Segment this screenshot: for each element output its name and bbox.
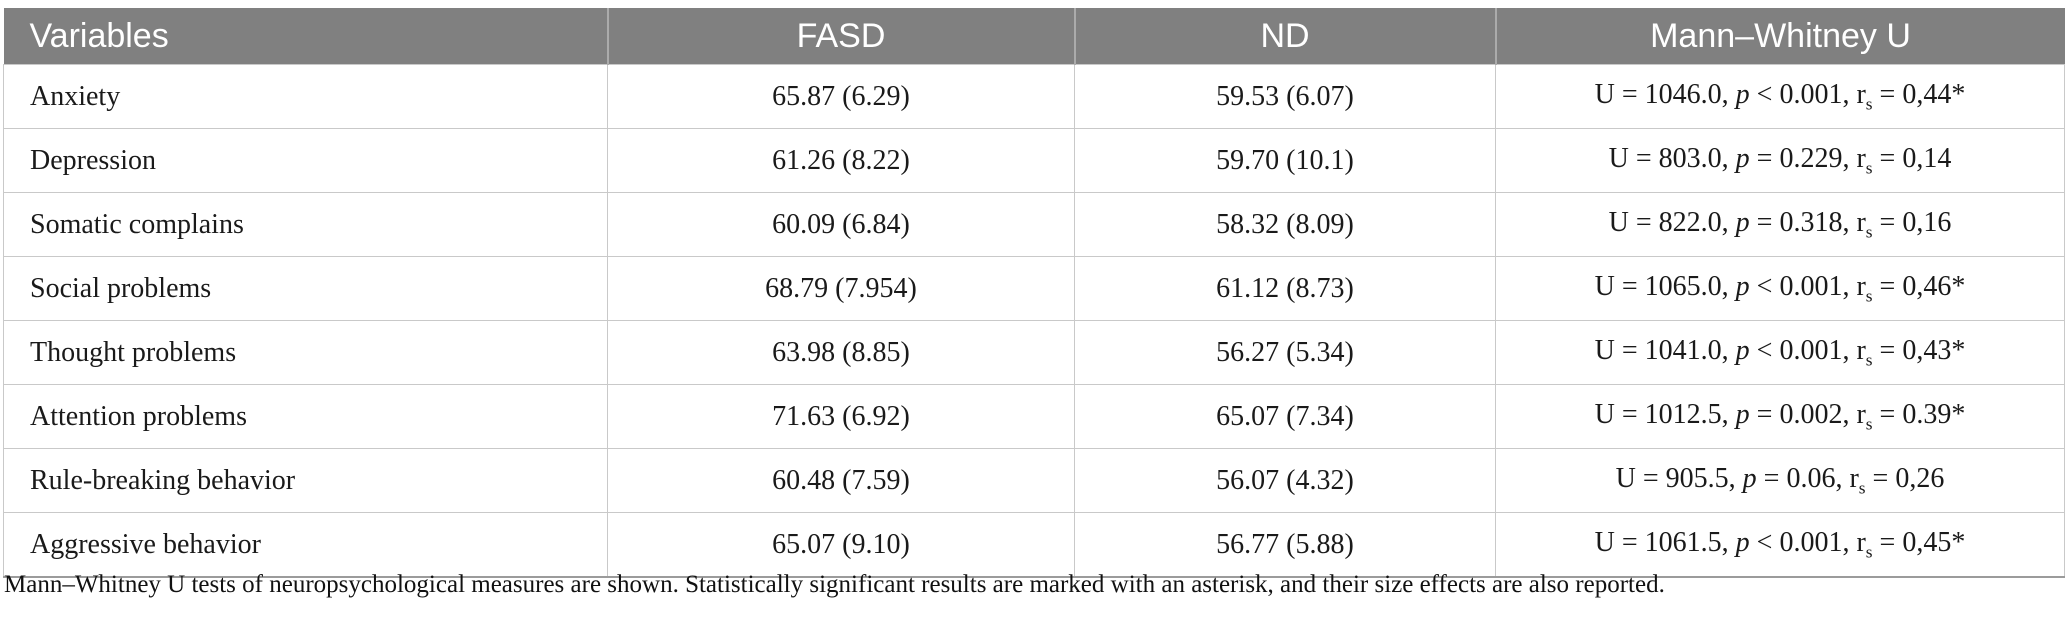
mw-u: U = 1061.5, (1594, 526, 1736, 558)
col-header-variables: Variables (3, 8, 608, 65)
mw-p-value: = 0.229, r (1749, 142, 1866, 174)
mw-p-value: < 0.001, r (1749, 526, 1866, 558)
mw-p-value: < 0.001, r (1749, 334, 1866, 366)
mw-p-symbol: p (1735, 142, 1750, 174)
mw-cell: U = 803.0, p = 0.229, rs = 0,14 (1495, 128, 2065, 193)
mw-u: U = 905.5, (1615, 462, 1743, 494)
table-row: Somatic complains 60.09 (6.84) 58.32 (8.… (3, 192, 2065, 257)
col-header-nd: ND (1073, 8, 1496, 65)
mw-p-value: < 0.001, r (1749, 78, 1866, 110)
mw-rs-value: = 0,14 (1872, 142, 1952, 174)
fasd-cell: 60.48 (7.59) (607, 448, 1075, 513)
nd-cell: 56.27 (5.34) (1074, 320, 1496, 385)
fasd-cell: 63.98 (8.85) (607, 320, 1075, 385)
fasd-cell: 71.63 (6.92) (607, 384, 1075, 449)
variable-cell: Aggressive behavior (3, 512, 608, 578)
variable-cell: Anxiety (3, 64, 608, 129)
mw-u: U = 1041.0, (1594, 334, 1736, 366)
mw-p-symbol: p (1735, 526, 1750, 558)
header-row: Variables FASD ND Mann–Whitney U (3, 8, 2065, 65)
mw-p-value: = 0.318, r (1749, 206, 1866, 238)
col-header-fasd: FASD (606, 8, 1075, 65)
table-row: Attention problems 71.63 (6.92) 65.07 (7… (3, 384, 2065, 449)
mw-rs-value: = 0,46* (1872, 270, 1966, 302)
mw-u: U = 1046.0, (1594, 78, 1736, 110)
mw-rs-subscript: s (1865, 350, 1873, 370)
mw-rs-value: = 0,43* (1872, 334, 1966, 366)
mw-p-symbol: p (1735, 270, 1750, 302)
nd-cell: 56.07 (4.32) (1074, 448, 1496, 513)
variable-cell: Depression (3, 128, 608, 193)
fasd-cell: 60.09 (6.84) (607, 192, 1075, 257)
fasd-cell: 61.26 (8.22) (607, 128, 1075, 193)
mw-cell: U = 1061.5, p < 0.001, rs = 0,45* (1495, 512, 2065, 578)
mw-p-symbol: p (1742, 462, 1757, 494)
mw-rs-value: = 0,45* (1872, 526, 1966, 558)
mw-cell: U = 1046.0, p < 0.001, rs = 0,44* (1495, 64, 2065, 129)
mw-p-value: = 0.002, r (1749, 398, 1866, 430)
mw-rs-subscript: s (1865, 222, 1873, 242)
mw-rs-value: = 0,16 (1872, 206, 1952, 238)
variable-cell: Somatic complains (3, 192, 608, 257)
mw-p-symbol: p (1735, 398, 1750, 430)
mw-cell: U = 1065.0, p < 0.001, rs = 0,46* (1495, 256, 2065, 321)
mw-p-symbol: p (1735, 78, 1750, 110)
nd-cell: 56.77 (5.88) (1074, 512, 1496, 578)
mw-rs-subscript: s (1865, 542, 1873, 562)
nd-cell: 61.12 (8.73) (1074, 256, 1496, 321)
mw-u: U = 1012.5, (1594, 398, 1736, 430)
fasd-cell: 68.79 (7.954) (607, 256, 1075, 321)
variable-cell: Thought problems (3, 320, 608, 385)
mw-rs-subscript: s (1865, 158, 1873, 178)
mw-cell: U = 905.5, p = 0.06, rs = 0,26 (1495, 448, 2065, 513)
mw-rs-value: = 0,26 (1865, 462, 1945, 494)
mw-rs-subscript: s (1858, 478, 1866, 498)
mw-p-symbol: p (1735, 334, 1750, 366)
nd-cell: 58.32 (8.09) (1074, 192, 1496, 257)
table-row: Aggressive behavior 65.07 (9.10) 56.77 (… (3, 512, 2065, 578)
mw-u: U = 822.0, (1608, 206, 1736, 238)
results-table-container: Variables FASD ND Mann–Whitney U Anxiety… (3, 8, 2065, 578)
table-row: Anxiety 65.87 (6.29) 59.53 (6.07) U = 10… (3, 64, 2065, 129)
mw-rs-value: = 0.39* (1872, 398, 1966, 430)
fasd-cell: 65.87 (6.29) (607, 64, 1075, 129)
mw-p-symbol: p (1735, 206, 1750, 238)
variable-cell: Social problems (3, 256, 608, 321)
results-table: Variables FASD ND Mann–Whitney U Anxiety… (3, 8, 2065, 578)
mw-p-value: = 0.06, r (1756, 462, 1859, 494)
table-row: Depression 61.26 (8.22) 59.70 (10.1) U =… (3, 128, 2065, 193)
mw-rs-subscript: s (1865, 286, 1873, 306)
table-row: Social problems 68.79 (7.954) 61.12 (8.7… (3, 256, 2065, 321)
mw-rs-subscript: s (1865, 414, 1873, 434)
variable-cell: Attention problems (3, 384, 608, 449)
mw-rs-value: = 0,44* (1872, 78, 1966, 110)
table-row: Thought problems 63.98 (8.85) 56.27 (5.3… (3, 320, 2065, 385)
mw-cell: U = 1012.5, p = 0.002, rs = 0.39* (1495, 384, 2065, 449)
nd-cell: 65.07 (7.34) (1074, 384, 1496, 449)
variable-cell: Rule-breaking behavior (3, 448, 608, 513)
fasd-cell: 65.07 (9.10) (607, 512, 1075, 578)
nd-cell: 59.53 (6.07) (1074, 64, 1496, 129)
mw-cell: U = 822.0, p = 0.318, rs = 0,16 (1495, 192, 2065, 257)
mw-u: U = 1065.0, (1594, 270, 1736, 302)
table-row: Rule-breaking behavior 60.48 (7.59) 56.0… (3, 448, 2065, 513)
mw-p-value: < 0.001, r (1749, 270, 1866, 302)
nd-cell: 59.70 (10.1) (1074, 128, 1496, 193)
mw-rs-subscript: s (1865, 94, 1873, 114)
mw-u: U = 803.0, (1608, 142, 1736, 174)
mw-cell: U = 1041.0, p < 0.001, rs = 0,43* (1495, 320, 2065, 385)
footnote: Mann–Whitney U tests of neuropsychologic… (4, 571, 1665, 598)
col-header-mann-whitney: Mann–Whitney U (1494, 8, 2065, 65)
